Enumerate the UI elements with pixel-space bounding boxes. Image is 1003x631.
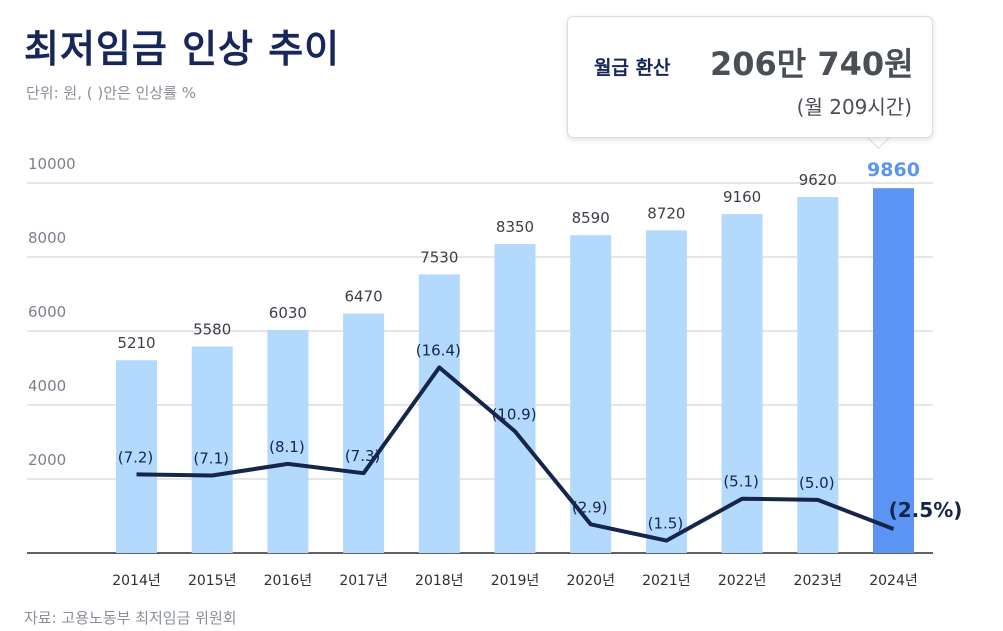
rate-label: (8.1) bbox=[269, 438, 305, 456]
rate-label: (7.2) bbox=[118, 448, 154, 466]
bar bbox=[494, 244, 536, 554]
bar bbox=[570, 235, 612, 554]
bar-value-label: 9860 bbox=[867, 159, 920, 181]
y-tick-label: 10000 bbox=[28, 155, 76, 173]
bar-value-label: 6470 bbox=[345, 288, 383, 306]
unit-note: 단위: 원, ( )안은 인상률 % bbox=[26, 84, 197, 102]
rate-label: (10.9) bbox=[491, 405, 536, 423]
bar-value-label: 5210 bbox=[117, 334, 155, 352]
x-tick-label: 2024년 bbox=[869, 573, 918, 589]
x-tick-label: 2016년 bbox=[264, 573, 313, 589]
rate-label: (7.1) bbox=[193, 449, 229, 467]
bar bbox=[343, 313, 385, 553]
bar-value-label: 8720 bbox=[647, 204, 685, 222]
rate-label: (7.3) bbox=[345, 447, 381, 465]
rate-label: (2.9) bbox=[572, 498, 608, 516]
callout-sub: (월 209시간) bbox=[796, 95, 912, 119]
x-tick-label: 2018년 bbox=[415, 573, 464, 589]
rate-label: (1.5) bbox=[648, 515, 684, 533]
rate-label: (5.1) bbox=[723, 473, 759, 491]
bar bbox=[721, 214, 763, 553]
bar bbox=[797, 197, 839, 553]
bar-value-label: 9620 bbox=[799, 171, 837, 189]
x-tick-label: 2020년 bbox=[566, 573, 615, 589]
bar bbox=[418, 274, 460, 553]
rate-line bbox=[136, 365, 895, 543]
source-note: 자료: 고용노동부 최저임금 위원회 bbox=[24, 609, 237, 627]
bar-value-label: 5580 bbox=[193, 321, 231, 339]
x-tick-label: 2017년 bbox=[339, 573, 388, 589]
y-tick-label: 2000 bbox=[28, 451, 66, 469]
monthly-wage-callout: 월급 환산 206만 740원 (월 209시간) bbox=[567, 16, 933, 138]
x-tick-label: 2015년 bbox=[188, 573, 237, 589]
rate-label: (16.4) bbox=[416, 341, 461, 359]
rate-label: (2.5%) bbox=[889, 498, 963, 522]
bar bbox=[645, 230, 687, 554]
bar-value-label: 9160 bbox=[723, 188, 761, 206]
y-tick-label: 8000 bbox=[28, 229, 66, 247]
chart-title: 최저임금 인상 추이 bbox=[24, 27, 341, 71]
y-tick-label: 4000 bbox=[28, 377, 66, 395]
callout-value: 206만 740원 bbox=[710, 45, 914, 83]
bar-value-label: 8590 bbox=[572, 209, 610, 227]
bar-value-label: 7530 bbox=[420, 248, 458, 266]
bar bbox=[116, 360, 157, 553]
x-tick-label: 2021년 bbox=[642, 573, 691, 589]
bar bbox=[873, 188, 914, 553]
bar bbox=[267, 329, 309, 553]
bar bbox=[191, 346, 233, 553]
bar-value-label: 6030 bbox=[269, 304, 307, 322]
callout-label: 월급 환산 bbox=[594, 57, 671, 79]
x-tick-label: 2022년 bbox=[718, 573, 767, 589]
x-tick-label: 2023년 bbox=[794, 573, 843, 589]
bar-value-label: 8350 bbox=[496, 218, 534, 236]
x-tick-label: 2019년 bbox=[491, 573, 540, 589]
y-tick-label: 6000 bbox=[28, 303, 66, 321]
x-tick-label: 2014년 bbox=[112, 573, 161, 589]
rate-label: (5.0) bbox=[799, 474, 835, 492]
